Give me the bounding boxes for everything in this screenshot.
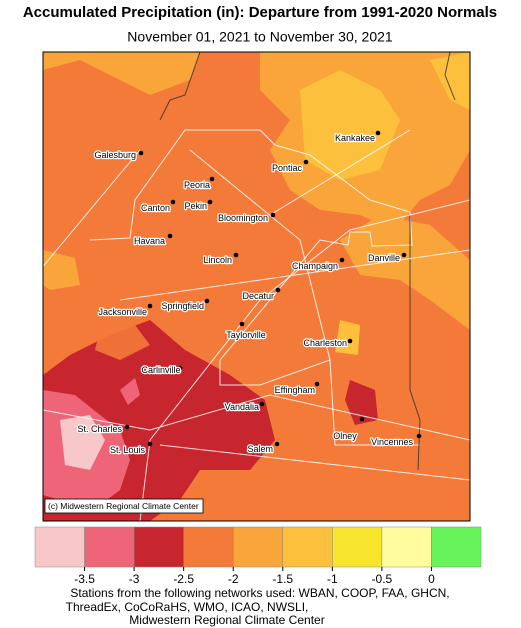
city-label: Pekin (184, 201, 207, 211)
city-label: Lincoln (203, 255, 232, 265)
city-label: Jacksonville (98, 307, 147, 317)
map (43, 52, 470, 521)
legend-tick-label: -0.5 (372, 572, 393, 586)
city-label: Canton (141, 203, 170, 213)
city-label: Effingham (275, 385, 315, 395)
copyright: (c) Midwestern Regional Climate Center (48, 501, 199, 511)
legend-swatch (34, 526, 85, 568)
city-label: Springfield (161, 301, 204, 311)
legend-swatch (84, 526, 135, 568)
subtitle: November 01, 2021 to November 30, 2021 (127, 29, 393, 45)
city-label: Galesburg (94, 150, 136, 160)
legend-tick-label: -3 (129, 572, 140, 586)
city-label: Vandalia (225, 402, 259, 412)
legend-tick-label: 0 (428, 572, 435, 586)
legend-swatch (332, 526, 383, 568)
city-label: Peoria (184, 180, 210, 190)
city-label: Pontiac (272, 163, 303, 173)
city-label: Kankakee (335, 133, 375, 143)
legend: -3.5 -3 -2.5 -2 -1.5 -1 -0.5 0 (34, 526, 482, 586)
city-label: Carlinville (141, 365, 180, 375)
city-label: Taylorville (226, 330, 266, 340)
city-label: St. Louis (110, 445, 146, 455)
city-label: Olney (333, 431, 357, 441)
legend-tick-label: -3.5 (74, 572, 95, 586)
city-label: Bloomington (218, 213, 268, 223)
title: Accumulated Precipitation (in): Departur… (23, 4, 497, 21)
legend-swatch (183, 526, 234, 568)
legend-tick-label: -1 (327, 572, 338, 586)
city-label: Havana (134, 236, 165, 246)
copyright-box (44, 498, 204, 514)
map-frame (42, 51, 471, 522)
footer-line: Stations from the following networks use… (70, 586, 449, 600)
city-label: Decatur (242, 291, 274, 301)
city-label: St. Charles (77, 424, 122, 434)
city-label: Charleston (303, 338, 347, 348)
cities: Galesburg Kankakee Pontiac Peoria Canton… (76, 130, 422, 456)
legend-swatch (381, 526, 432, 568)
city-label: Vincennes (371, 437, 413, 447)
city-label: Champaign (292, 261, 338, 271)
legend-swatch (431, 526, 482, 568)
legend-tick-label: -2.5 (173, 572, 194, 586)
footer-line: ThreadEx, CoCoRaHS, WMO, ICAO, NWSLI, (66, 600, 309, 614)
legend-tick-label: -1.5 (272, 572, 293, 586)
footer-line: Midwestern Regional Climate Center (129, 613, 324, 627)
city-label: Danville (368, 253, 400, 263)
legend-swatch (282, 526, 333, 568)
legend-tick-label: -2 (228, 572, 239, 586)
legend-swatch (232, 526, 284, 568)
legend-swatch (133, 526, 184, 568)
city-label: Salem (247, 444, 273, 454)
